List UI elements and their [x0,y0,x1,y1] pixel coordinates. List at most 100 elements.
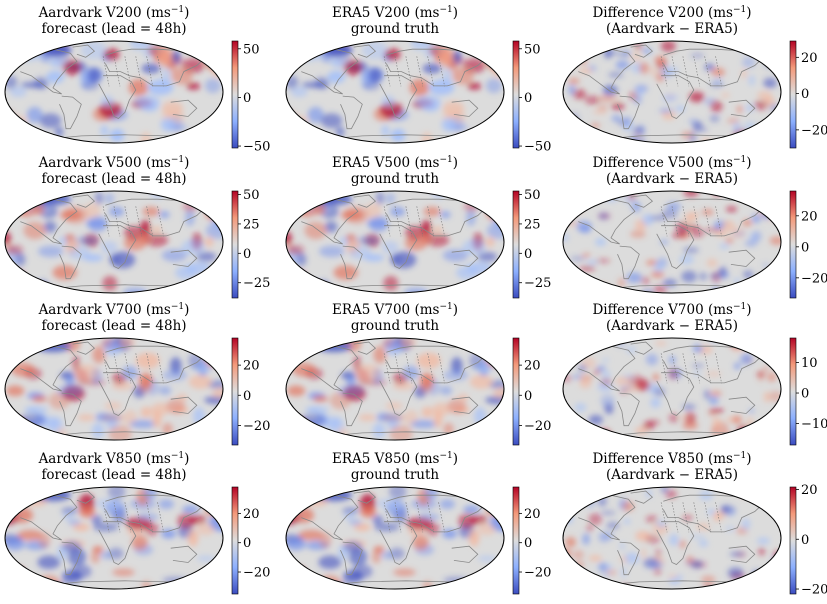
colorbar-tick-label: −25 [243,276,270,291]
colorbar-tick-label: −20 [801,123,827,138]
map-panel: Aardvark V700 (ms−1)forecast (lead = 48h… [4,302,270,446]
panel-title: ERA5 V700 (ms−1) [332,302,458,318]
colorbar-tick-label: −10 [801,417,827,432]
wind-field-map [5,487,223,589]
colorbar-tick-label: −50 [243,140,270,155]
colorbar-gradient [789,40,797,149]
colorbar-tick-label: 10 [801,356,818,371]
wind-field-map [5,338,223,440]
map-outline [4,190,224,294]
colorbar-tick-label: 0 [243,536,251,551]
panel-title: Difference V700 (ms−1) [592,302,751,318]
wind-field-map [563,41,781,143]
map-panel: Difference V200 (ms−1)(Aardvark − ERA5) 2… [562,5,827,149]
colorbar-tick-label: 0 [801,387,809,402]
colorbar: 20 0 −20 [512,486,551,595]
panel-title: Difference V500 (ms−1) [592,155,751,171]
map-outline [562,337,782,441]
colorbar-gradient [231,486,239,595]
map-panel: ERA5 V850 (ms−1)ground truth 20 0 −20 [285,451,551,595]
colorbar: 20 0 −20 [789,483,827,598]
colorbar: 50 25 0 −25 [512,188,551,299]
colorbar-tick-label: 25 [243,217,260,232]
colorbar-tick-label: 0 [243,389,251,404]
colorbar: 20 0 −20 [231,337,270,446]
map-panel: Aardvark V850 (ms−1)forecast (lead = 48h… [4,451,270,595]
panel-title: Difference V200 (ms−1) [592,5,751,21]
colorbar-tick-label: −20 [524,419,551,434]
colorbar-gradient [231,190,239,299]
colorbar-tick-label: 20 [243,507,260,522]
panel-title: ERA5 V850 (ms−1) [332,451,458,467]
map-panel: Aardvark V200 (ms−1)forecast (lead = 48h… [4,5,270,155]
colorbar-tick-label: 50 [524,188,541,203]
wind-field-map [563,191,781,293]
wind-field-map [5,41,223,143]
wind-field-map [286,487,504,589]
panel-title: Difference V850 (ms−1) [592,451,751,467]
colorbar-tick-label: −20 [801,583,827,598]
wind-field-map [286,41,504,143]
colorbar-tick-label: −20 [801,271,827,286]
colorbar-gradient [231,337,239,446]
panel-title: Aardvark V700 (ms−1) [38,302,190,318]
colorbar-tick-label: 20 [243,359,260,374]
colorbar-tick-label: −25 [524,276,551,291]
colorbar: 20 0 −20 [512,337,551,446]
map-panel: Aardvark V500 (ms−1)forecast (lead = 48h… [4,155,270,299]
wind-field-map [286,338,504,440]
colorbar-gradient [789,486,797,595]
colorbar: 10 0 −10 [789,337,827,446]
map-panel: Difference V500 (ms−1)(Aardvark − ERA5) 2… [562,155,827,299]
colorbar: 50 0 −50 [512,40,551,155]
panel-title: Aardvark V200 (ms−1) [38,5,190,21]
panel-subtitle: ground truth [351,318,440,334]
map-outline [285,486,505,590]
panel-title: Aardvark V850 (ms−1) [38,451,190,467]
wind-field-map [563,338,781,440]
colorbar-tick-label: −20 [524,566,551,581]
colorbar-tick-label: 0 [524,536,532,551]
colorbar-gradient [512,337,520,446]
panel-subtitle: ground truth [351,171,440,187]
colorbar-tick-label: −20 [243,566,270,581]
panel-subtitle: (Aardvark − ERA5) [606,318,738,334]
colorbar-tick-label: 50 [524,42,541,57]
colorbar: 20 0 −20 [789,190,827,299]
map-panel: ERA5 V700 (ms−1)ground truth 20 0 −20 [285,302,551,446]
colorbar-tick-label: 0 [801,87,809,102]
panel-subtitle: ground truth [351,467,440,483]
colorbar-tick-label: 50 [243,42,260,57]
colorbar-tick-label: 20 [524,507,541,522]
map-outline [4,337,224,441]
colorbar-tick-label: 0 [524,247,532,262]
colorbar-tick-label: 20 [524,359,541,374]
map-panel: Difference V700 (ms−1)(Aardvark − ERA5) 1… [562,302,827,446]
colorbar-tick-label: 0 [801,240,809,255]
colorbar-tick-label: −50 [524,140,551,155]
colorbar-gradient [789,337,797,446]
panel-title: Aardvark V500 (ms−1) [38,155,190,171]
map-outline [285,40,505,144]
panel-subtitle: (Aardvark − ERA5) [606,171,738,187]
panel-subtitle: forecast (lead = 48h) [41,171,186,187]
colorbar: 50 0 −50 [231,40,270,155]
colorbar-tick-label: 20 [801,483,818,498]
colorbar-tick-label: 20 [801,209,818,224]
colorbar-tick-label: 0 [243,91,251,106]
colorbar-tick-label: 0 [801,533,809,548]
wind-field-map [5,191,223,293]
colorbar-gradient [512,40,520,149]
map-outline [285,337,505,441]
wind-field-map [563,487,781,589]
map-outline [562,190,782,294]
colorbar-tick-label: 20 [801,51,818,66]
colorbar-tick-label: 0 [524,389,532,404]
panel-subtitle: (Aardvark − ERA5) [606,467,738,483]
panel-title: ERA5 V200 (ms−1) [332,5,458,21]
panel-title: ERA5 V500 (ms−1) [332,155,458,171]
map-outline [285,190,505,294]
colorbar-tick-label: 0 [524,91,532,106]
map-outline [4,40,224,144]
